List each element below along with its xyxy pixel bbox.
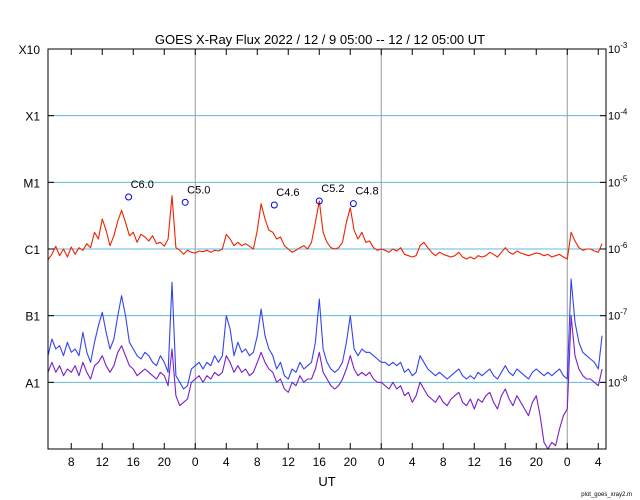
y-tick-label-left: A1 — [25, 376, 40, 390]
series-line-2 — [47, 315, 603, 450]
x-tick-label: 20 — [530, 455, 544, 469]
flare-marker — [270, 201, 278, 209]
grid-layer — [48, 49, 606, 449]
y-tick-label-left: X10 — [19, 43, 41, 57]
flare-marker — [315, 197, 323, 205]
x-tick-label: 16 — [313, 455, 327, 469]
y-tick-label-right: 10-7 — [608, 308, 628, 323]
flare-label: C5.2 — [321, 183, 344, 195]
annotation-layer: C6.0 C5.0 C4.6 C5.2 C4.8 — [125, 179, 379, 209]
y-tick-label-right: 10-5 — [608, 174, 628, 189]
x-tick-label: 20 — [344, 455, 358, 469]
flare-marker — [125, 193, 133, 201]
x-tick-label: 4 — [223, 455, 230, 469]
x-tick-label: 4 — [409, 455, 416, 469]
y-tick-label-right: 10-6 — [608, 241, 628, 256]
y-tick-label-right: 10-8 — [608, 374, 628, 389]
series-layer — [47, 195, 603, 450]
x-tick-label: 16 — [127, 455, 141, 469]
axis-layer: 8 12 16 20 0 4 8 12 16 20 0 4 8 12 16 20 0 4 X10 X1 M1 C1 B1 A1… — [19, 41, 628, 469]
series-line-0 — [47, 195, 603, 261]
x-tick-label: 16 — [499, 455, 513, 469]
flare-marker — [349, 200, 357, 208]
y-tick-label-left: B1 — [25, 310, 40, 324]
y-tick-label-right: 10-4 — [608, 108, 628, 123]
y-tick-label-left: C1 — [25, 243, 41, 257]
chart-title: GOES X-Ray Flux 2022 / 12 / 9 05:00 -- 1… — [155, 32, 485, 47]
flare-label: C4.6 — [276, 187, 299, 199]
flare-marker — [181, 198, 189, 206]
series-line-1 — [47, 278, 603, 390]
x-tick-label: 0 — [378, 455, 385, 469]
footer-label: plot_goes_xray2.m — [581, 492, 632, 498]
x-tick-label: 4 — [595, 455, 602, 469]
x-tick-label: 8 — [440, 455, 447, 469]
y-tick-label-left: M1 — [23, 176, 40, 190]
y-tick-label-right: 10-3 — [608, 41, 628, 56]
x-tick-label: 0 — [192, 455, 199, 469]
x-axis-label: UT — [318, 474, 335, 489]
flare-label: C5.0 — [187, 184, 210, 196]
x-tick-label: 8 — [68, 455, 75, 469]
x-tick-label: 20 — [158, 455, 172, 469]
y-tick-label-left: X1 — [25, 110, 40, 124]
x-tick-label: 0 — [564, 455, 571, 469]
x-tick-label: 12 — [96, 455, 110, 469]
x-tick-label: 12 — [468, 455, 482, 469]
x-tick-label: 8 — [254, 455, 261, 469]
flare-label: C4.8 — [355, 186, 378, 198]
x-tick-label: 12 — [282, 455, 296, 469]
flare-label: C6.0 — [131, 179, 154, 191]
